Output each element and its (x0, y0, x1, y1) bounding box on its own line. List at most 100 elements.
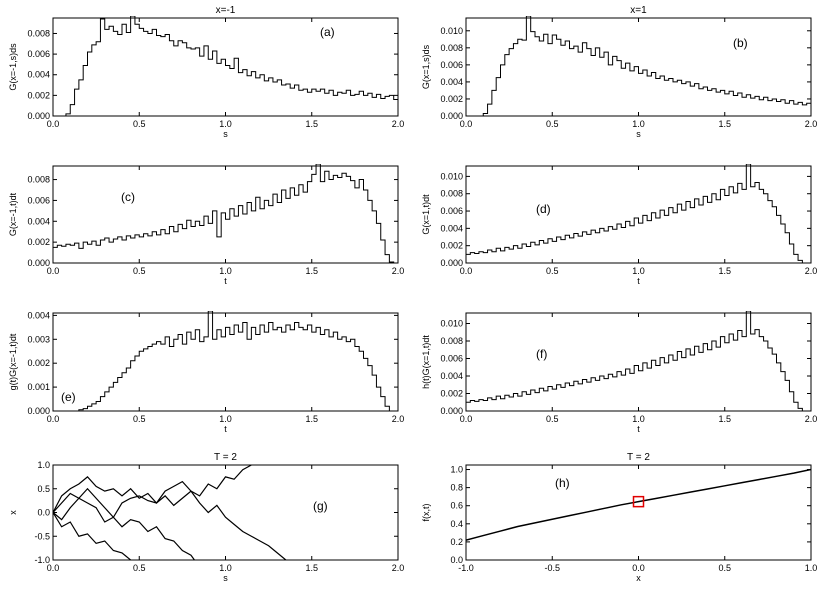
histogram-step-line-b (466, 16, 811, 116)
y-tick-label-b: 0.010 (440, 26, 463, 36)
x-tick-label-g: 0.5 (133, 563, 146, 573)
panel-label-d: (d) (536, 202, 551, 216)
panel-title-h: T = 2 (627, 452, 650, 463)
panel-label-e: (e) (61, 390, 76, 404)
x-tick-label-e: 1.5 (305, 414, 318, 424)
x-tick-label-f: 1.5 (718, 414, 731, 424)
y-tick-label-g: 0.0 (37, 508, 50, 518)
x-tick-label-b: 2.0 (805, 119, 818, 129)
x-tick-label-h: 1.0 (805, 563, 818, 573)
y-tick-label-b: 0.002 (440, 94, 463, 104)
x-axis-label-b: s (636, 129, 641, 139)
x-tick-label-d: 0.5 (546, 266, 559, 276)
x-tick-label-d: 0.0 (460, 266, 473, 276)
x-tick-label-c: 1.5 (305, 266, 318, 276)
y-tick-label-e: 0.001 (27, 382, 50, 392)
x-tick-label-e: 2.0 (392, 414, 405, 424)
x-tick-label-h: -0.5 (544, 563, 560, 573)
y-tick-label-f: 0.004 (440, 371, 463, 381)
data-group-g (53, 464, 287, 560)
panel-label-h: (h) (555, 476, 570, 490)
x-tick-label-a: 2.0 (392, 119, 405, 129)
x-tick-label-c: 2.0 (392, 266, 405, 276)
data-group-d (466, 164, 811, 263)
x-tick-label-b: 1.5 (718, 119, 731, 129)
histogram-step-line-d (466, 164, 811, 263)
panel-title-a: x=-1 (216, 5, 236, 16)
data-group-b (466, 16, 811, 116)
panel-label-a: (a) (320, 25, 335, 39)
y-axis-label-a: G(x=-1,s)ds (8, 43, 18, 91)
data-group-h (466, 468, 811, 541)
y-tick-label-g: -0.5 (34, 531, 50, 541)
x-axis-label-c: t (224, 276, 227, 286)
y-tick-label-c: 0.008 (27, 175, 50, 185)
y-tick-label-e: 0.004 (27, 310, 50, 320)
panel-d: 0.0 0.5 1.0 1.5 2.0 0.000 0.002 0.004 0.006 0.008… (421, 164, 817, 286)
y-tick-label-f: 0.010 (440, 319, 463, 329)
x-tick-label-a: 1.5 (305, 119, 318, 129)
y-tick-label-g: 1.0 (37, 460, 50, 470)
panel-label-g: (g) (313, 499, 328, 513)
y-tick-label-h: 0.0 (450, 555, 463, 565)
y-axis-label-f: h(t)G(x=1,t)dt (421, 335, 431, 389)
x-tick-label-h: 0.5 (718, 563, 731, 573)
x-tick-label-d: 1.5 (718, 266, 731, 276)
y-tick-label-f: 0.008 (440, 336, 463, 346)
y-tick-label-f: 0.000 (440, 406, 463, 416)
y-axis-label-e: g(t)G(x=-1,t)dt (8, 333, 18, 390)
panel-title-g: T = 2 (214, 452, 237, 463)
x-axis-label-e: t (224, 424, 227, 434)
panel-f: 0.0 0.5 1.0 1.5 2.0 0.000 0.002 0.004 0.006 0.008… (421, 311, 817, 434)
panel-b: 0.0 0.5 1.0 1.5 2.0 0.000 0.002 0.004 0.006 0.008… (421, 5, 817, 139)
x-tick-label-e: 1.0 (219, 414, 232, 424)
x-tick-label-b: 0.0 (460, 119, 473, 129)
y-tick-label-a: 0.008 (27, 28, 50, 38)
x-tick-label-a: 1.0 (219, 119, 232, 129)
y-tick-label-e: 0.000 (27, 406, 50, 416)
y-tick-label-c: 0.000 (27, 258, 50, 268)
y-tick-label-c: 0.002 (27, 237, 50, 247)
histogram-step-line-a (53, 16, 398, 116)
panel-h: -1.0 -0.5 0.0 0.5 1.0 0.0 0.2 0.4 0.6 0.8 1.0 x f(x,… (421, 452, 817, 583)
highlight-marker-h (632, 495, 645, 508)
y-axis-label-g: x (8, 510, 18, 515)
x-axis-label-g: s (223, 573, 228, 583)
y-axis-label-c: G(x=-1,t)dt (8, 192, 18, 236)
y-axis-label-h: f(x,t) (421, 504, 431, 522)
x-tick-label-b: 1.0 (632, 119, 645, 129)
y-tick-label-b: 0.006 (440, 60, 463, 70)
x-axis-label-f: t (637, 424, 640, 434)
y-tick-label-h: 1.0 (450, 465, 463, 475)
x-tick-label-h: -1.0 (458, 563, 474, 573)
y-tick-label-d: 0.002 (440, 241, 463, 251)
y-tick-label-d: 0.000 (440, 258, 463, 268)
panel-c: 0.0 0.5 1.0 1.5 2.0 0.000 0.002 0.004 0.006 0.008… (8, 164, 404, 286)
histogram-step-line-e (53, 311, 398, 411)
x-tick-label-g: 0.0 (47, 563, 60, 573)
x-tick-label-e: 0.0 (47, 414, 60, 424)
y-tick-label-h: 0.4 (450, 519, 463, 529)
axes-frame-g (52, 464, 399, 561)
panel-label-f: (f) (536, 347, 547, 361)
data-group-a (53, 16, 398, 116)
y-tick-label-h: 0.8 (450, 483, 463, 493)
y-tick-label-a: 0.004 (27, 70, 50, 80)
x-tick-label-c: 0.0 (47, 266, 60, 276)
x-tick-label-c: 1.0 (219, 266, 232, 276)
y-axis-label-d: G(x=1,t)dt (421, 194, 431, 235)
x-tick-label-f: 0.5 (546, 414, 559, 424)
x-tick-label-a: 0.5 (133, 119, 146, 129)
x-axis-label-h: x (636, 573, 641, 583)
data-group-c (53, 164, 398, 263)
x-tick-label-e: 0.5 (133, 414, 146, 424)
panel-label-c: (c) (121, 190, 135, 204)
x-tick-label-c: 0.5 (133, 266, 146, 276)
x-tick-label-g: 1.5 (305, 563, 318, 573)
histogram-step-line-c (53, 164, 398, 263)
y-tick-label-b: 0.000 (440, 111, 463, 121)
trajectory-line-g-2 (53, 497, 195, 560)
y-tick-label-h: 0.6 (450, 501, 463, 511)
trajectory-line-g-1 (53, 480, 287, 560)
